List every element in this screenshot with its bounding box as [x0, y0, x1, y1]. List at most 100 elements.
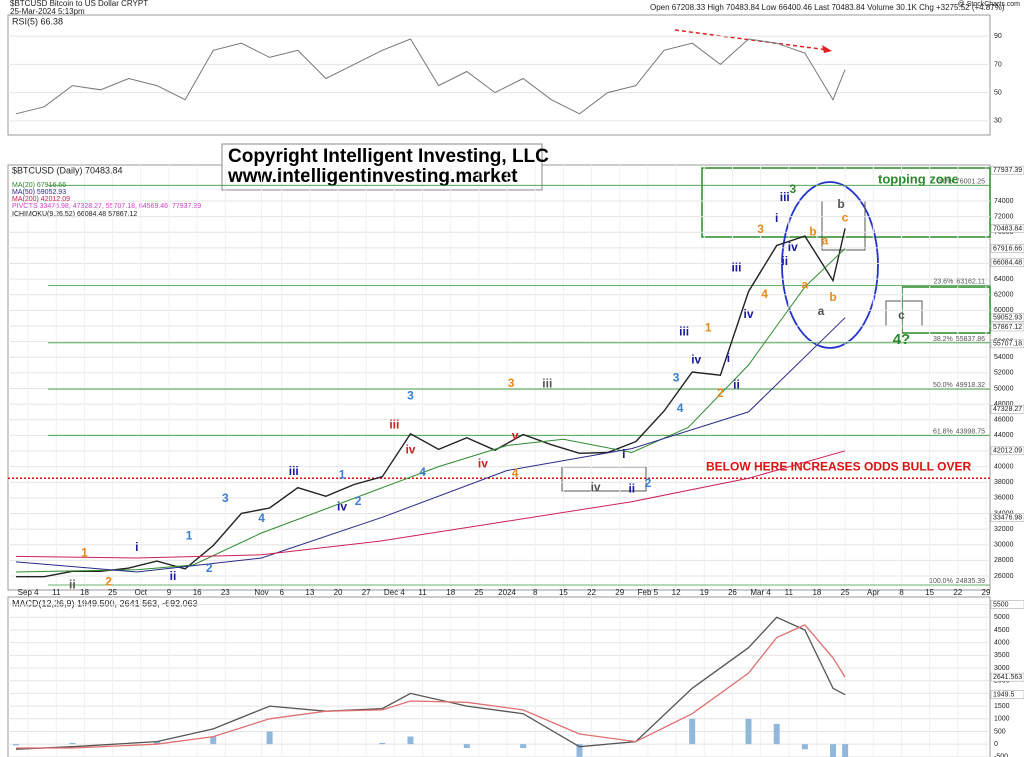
y-tick-label: 32000 [994, 526, 1014, 533]
wave-label: 1 [81, 545, 88, 559]
wave-label: iv [744, 307, 754, 321]
y-tick-label: 500 [994, 728, 1006, 735]
x-tick-label: 11 [52, 588, 61, 597]
histogram-bar [830, 744, 837, 757]
histogram-bar [407, 736, 414, 745]
y-tick-label: 60000 [994, 307, 1014, 314]
histogram-bar [463, 744, 470, 748]
fib-value: 49918.32 [956, 382, 985, 389]
price-tag [990, 258, 1024, 268]
x-tick-label: Nov [254, 588, 268, 597]
y-tick-label: 4000 [994, 640, 1010, 647]
x-tick-label: 16 [193, 588, 202, 597]
y-tick-label: -500 [994, 754, 1008, 757]
wave-label: i [622, 447, 625, 461]
x-tick-label: 19 [700, 588, 709, 597]
fib-label: 23.6% 63162.11 [933, 278, 985, 285]
topping-zone-box [701, 167, 991, 238]
y-tick-label: 4500 [994, 627, 1010, 634]
ma-legend: MA(200) 42012.09 [12, 196, 70, 203]
wave-label: iv [591, 480, 601, 494]
x-tick-label: 15 [559, 588, 568, 597]
wave-label: c [898, 308, 905, 322]
wave-label: b [837, 197, 844, 211]
x-tick-label: 2024 [498, 588, 516, 597]
copyright: Copyright Intelligent Investing, LLC [228, 146, 549, 167]
moving-average [15, 248, 846, 573]
x-tick-label: Dec 4 [384, 588, 405, 597]
histogram-bar [153, 741, 160, 745]
wave-label: i [135, 540, 138, 554]
fib-value: 43998.75 [956, 428, 985, 435]
wave-label: iv [478, 456, 488, 470]
rsi-pane [7, 14, 991, 136]
topping-zone-label: topping zone [878, 171, 959, 186]
y-tick-label: 3000 [994, 665, 1010, 672]
price-tag [990, 672, 1024, 682]
y-tick-label: 48000 [994, 401, 1014, 408]
y-tick-label: 54000 [994, 354, 1014, 361]
histogram-bar [379, 742, 386, 745]
wave-label: 4 [258, 511, 265, 525]
x-tick-label: 29 [615, 588, 624, 597]
price-tag-label: 59052.93 [993, 315, 1022, 322]
wave-label: 2 [645, 476, 652, 490]
y-tick-label: 5000 [994, 614, 1010, 621]
macd-line [15, 616, 846, 750]
histogram-bar [210, 736, 217, 745]
histogram-bar [13, 744, 20, 746]
y-tick-label: 30 [994, 118, 1002, 125]
website: www.intelligentinvesting.market [227, 166, 518, 187]
price-tag-label: 1949.5 [993, 692, 1015, 699]
y-tick-label: 3500 [994, 652, 1010, 659]
copyright-box [221, 143, 543, 191]
timestamp: 25-Mar-2024 5:13pm [10, 7, 85, 16]
y-tick-label: 1500 [994, 703, 1010, 710]
support-label: BELOW HERE INCREASES ODDS BULL OVER [706, 459, 971, 473]
histogram-bar [266, 731, 273, 745]
wave-label: 4 [677, 401, 684, 415]
price-tag [990, 513, 1024, 522]
wave-label: iv [691, 352, 701, 366]
fib-value: 76001.25 [956, 178, 985, 185]
price-tag-label: 55707.18 [993, 341, 1022, 348]
ichimoku-legend: ICHIMOKU(9,26,52) 66084.48 57867.12 [12, 211, 137, 218]
price-tag [990, 244, 1024, 253]
wave-label: iii [679, 324, 689, 338]
fib-value: 24835.39 [956, 578, 985, 585]
quote: Open 67208.33 High 70483.84 Low 66400.46… [650, 3, 1005, 12]
price-legend: $BTCUSD (Daily) 70483.84 [12, 165, 123, 175]
price-tag [990, 405, 1024, 414]
y-tick-label: 52000 [994, 370, 1014, 377]
y-tick-label: 44000 [994, 432, 1014, 439]
fib-label: 61.8% 43998.75 [933, 428, 985, 435]
x-tick-label: Mar 4 [750, 588, 771, 597]
fib-label: 50.0% 49918.32 [933, 382, 985, 389]
ma-legend: MA(20) 67916.66 [12, 182, 66, 189]
histogram-bar [576, 744, 583, 757]
wave-label: 1 [705, 320, 712, 334]
price-tag [990, 313, 1024, 322]
price-tag-label: 77937.39 [993, 167, 1022, 174]
wave-label: 3 [789, 182, 796, 196]
histogram-bar [689, 718, 696, 745]
wave-label: ii [69, 577, 76, 591]
price-tag-label: 5500 [993, 601, 1009, 608]
y-tick-label: 46000 [994, 417, 1014, 424]
x-tick-label: 12 [672, 588, 681, 597]
x-tick-label: 18 [446, 588, 455, 597]
histogram-bar [773, 723, 780, 745]
x-tick-label: Feb 5 [638, 588, 659, 597]
fib-label: 0.0% 76001.25 [937, 178, 985, 185]
macd-legend: MACD(12,26,9) 1949.500, 2641.563, -692.0… [12, 598, 198, 608]
wave-label: 4 [512, 466, 519, 480]
arrow-head [822, 45, 832, 53]
fib-value: 63162.11 [956, 278, 985, 285]
wave-label: iii [389, 417, 399, 431]
x-tick-label: 18 [812, 588, 821, 597]
fib-percent: 61.8% [933, 428, 953, 435]
y-tick-label: 50000 [994, 385, 1014, 392]
x-tick-label: 6 [279, 588, 284, 597]
wave-label: a [818, 304, 825, 318]
